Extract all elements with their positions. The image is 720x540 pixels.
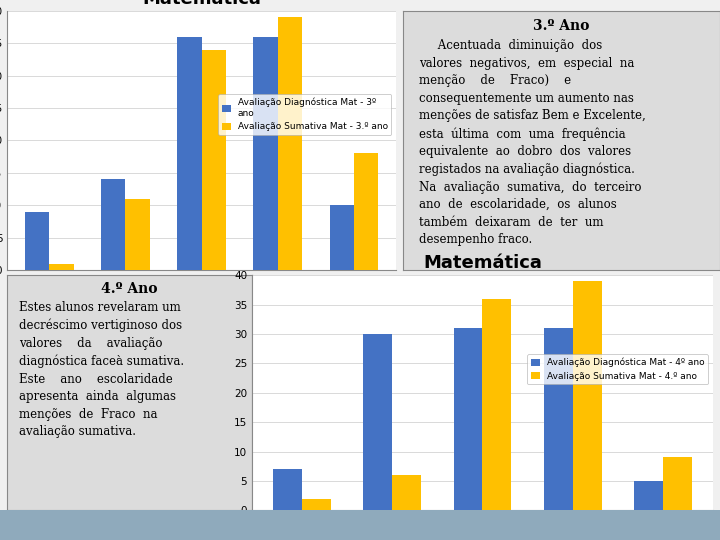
- Bar: [253, 37, 278, 270]
- Legend: Avaliação Diagnóstica Mat - 3º
ano, Avaliação Sumativa Mat - 3.º ano: Avaliação Diagnóstica Mat - 3º ano, Aval…: [218, 94, 392, 135]
- Bar: [101, 179, 125, 270]
- Title: Matemática: Matemática: [142, 0, 261, 8]
- Bar: [125, 199, 150, 270]
- Bar: [482, 299, 511, 510]
- Text: Estes alunos revelaram um
decréscimo vertiginoso dos
valores    da    avaliação
: Estes alunos revelaram um decréscimo ver…: [19, 301, 184, 438]
- Bar: [25, 212, 49, 270]
- Bar: [278, 17, 302, 270]
- Bar: [572, 281, 602, 510]
- Bar: [49, 264, 73, 270]
- Bar: [544, 328, 572, 510]
- Bar: [634, 481, 663, 510]
- Bar: [363, 334, 392, 510]
- Bar: [354, 153, 378, 270]
- Bar: [302, 498, 330, 510]
- Text: Acentuada  diminuição  dos
valores  negativos,  em  especial  na
menção    de   : Acentuada diminuição dos valores negativ…: [419, 39, 646, 246]
- Bar: [330, 205, 354, 270]
- Title: Matemática: Matemática: [423, 254, 542, 273]
- Bar: [177, 37, 202, 270]
- Text: 3.º Ano: 3.º Ano: [534, 18, 590, 32]
- Bar: [663, 457, 692, 510]
- Bar: [202, 50, 226, 270]
- Bar: [392, 475, 421, 510]
- Legend: Avaliação Diagnóstica Mat - 4º ano, Avaliação Sumativa Mat - 4.º ano: Avaliação Diagnóstica Mat - 4º ano, Aval…: [527, 354, 708, 384]
- Bar: [273, 469, 302, 510]
- Bar: [454, 328, 482, 510]
- Text: 4.º Ano: 4.º Ano: [102, 282, 158, 296]
